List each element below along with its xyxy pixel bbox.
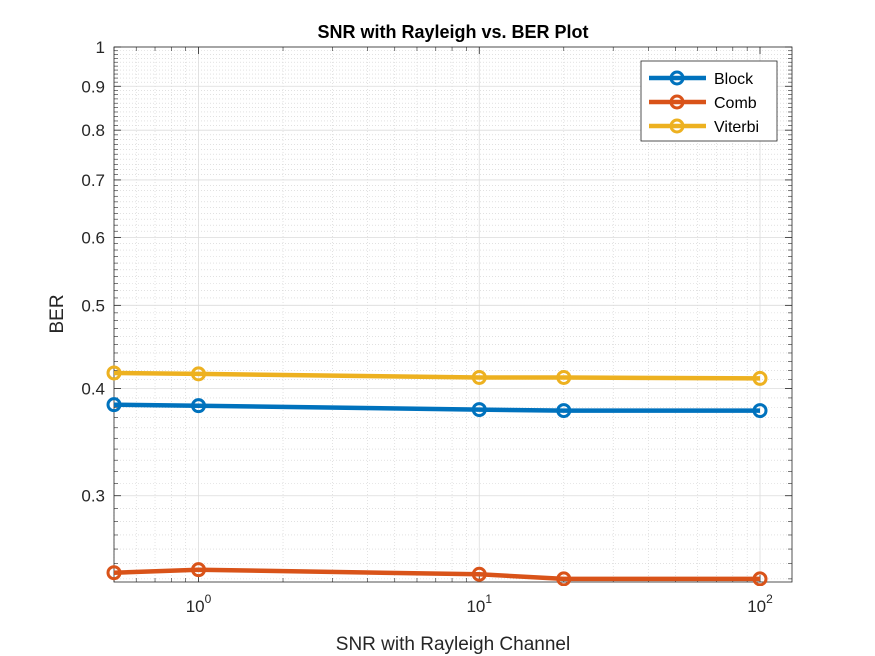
data-point-comb [106, 565, 122, 581]
data-point-viterbi [752, 370, 768, 386]
series-viterbi [106, 365, 768, 386]
legend-marker-viterbi [669, 118, 685, 134]
y-tick-label: 0.8 [81, 121, 105, 140]
data-point-viterbi [106, 365, 122, 381]
series-comb [106, 562, 768, 586]
y-tick-label: 0.7 [81, 171, 105, 190]
x-tick-label: 101 [466, 592, 492, 616]
data-point-comb [752, 571, 768, 586]
legend-label-block: Block [714, 71, 754, 88]
series-line-block [113, 402, 760, 413]
legend-label-comb: Comb [714, 95, 757, 112]
y-tick-label: 0.6 [81, 228, 105, 247]
y-axis-label: BER [47, 294, 68, 333]
data-point-viterbi [556, 369, 572, 385]
x-tick-label: 102 [747, 592, 773, 616]
data-point-comb [191, 562, 207, 578]
series-line-viterbi [113, 370, 761, 381]
y-tick-label: 1 [96, 38, 105, 57]
x-axis-label: SNR with Rayleigh Channel [336, 634, 570, 655]
data-point-comb [556, 571, 572, 586]
data-point-viterbi [191, 366, 207, 382]
data-point-block [106, 397, 122, 413]
y-tick-label: 0.3 [81, 487, 105, 506]
data-point-block [556, 403, 572, 419]
series-line-comb [113, 567, 760, 582]
data-point-block [191, 398, 207, 414]
legend-item-block: Block [649, 70, 754, 88]
axes-box [113, 46, 793, 583]
chart-title: SNR with Rayleigh vs. BER Plot [317, 22, 588, 42]
y-tick-label: 0.9 [81, 77, 105, 96]
legend-item-viterbi: Viterbi [649, 118, 759, 136]
series-layer [106, 365, 768, 586]
legend: Block Comb Viterbi [640, 60, 778, 142]
axes: 100 101 102 0.3 0.4 0.5 0.6 0.7 0.8 0.9 1 [81, 38, 793, 616]
y-tick-label: 0.4 [81, 379, 105, 398]
data-point-block [752, 403, 768, 419]
data-point-comb [471, 566, 487, 582]
data-point-viterbi [471, 369, 487, 385]
legend-marker-block [669, 70, 685, 86]
legend-item-comb: Comb [649, 94, 757, 112]
x-tick-label: 100 [186, 592, 212, 616]
data-point-block [471, 402, 487, 418]
series-block [106, 397, 768, 419]
legend-marker-comb [669, 94, 685, 110]
legend-label-viterbi: Viterbi [714, 119, 759, 136]
y-tick-label: 0.5 [81, 296, 105, 315]
